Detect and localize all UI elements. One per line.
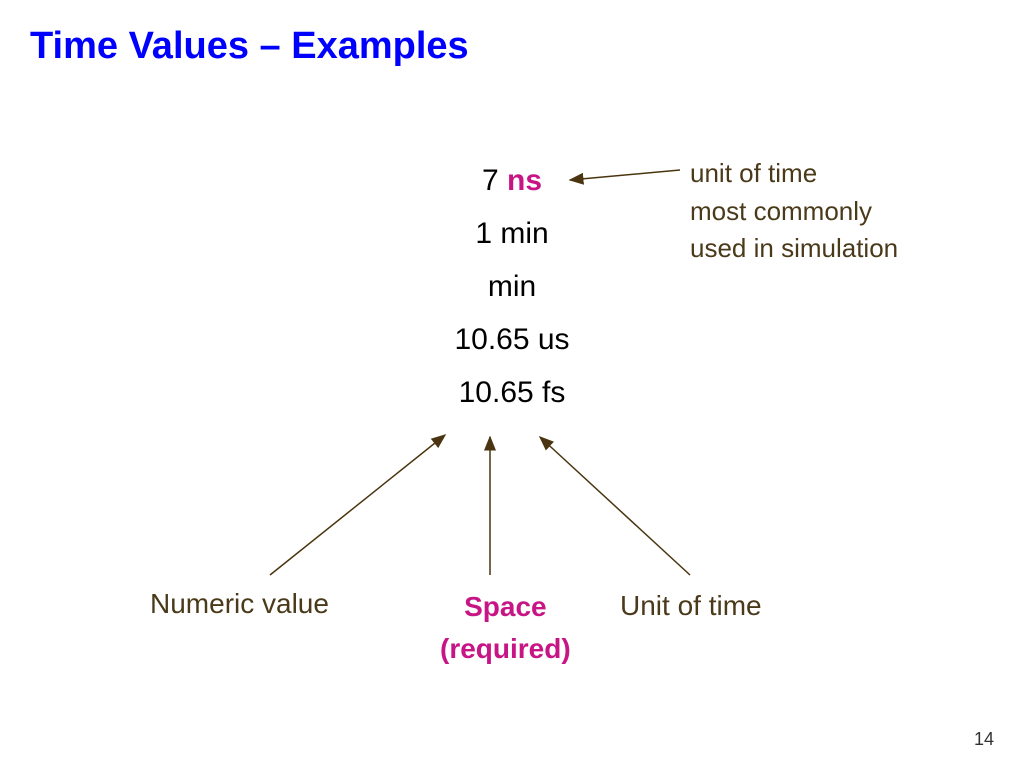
annotation-line: unit of time <box>690 155 898 193</box>
example-row: 10.65 us <box>0 314 1024 365</box>
annotation-line: used in simulation <box>690 230 898 268</box>
example-unit-highlighted: ns <box>507 164 542 197</box>
label-space-line: (required) <box>440 628 571 670</box>
arrow-unit-of-time <box>540 437 690 575</box>
example-row: min <box>0 261 1024 312</box>
page-number: 14 <box>974 729 994 750</box>
label-unit-of-time: Unit of time <box>620 590 762 622</box>
annotation-line: most commonly <box>690 193 898 231</box>
label-numeric-value: Numeric value <box>150 588 329 620</box>
slide-title: Time Values – Examples <box>30 25 469 68</box>
example-row: 10.65 fs <box>0 367 1024 418</box>
label-space-required: Space (required) <box>440 586 571 670</box>
example-value: 7 <box>482 164 507 197</box>
arrow-numeric-value <box>270 435 445 575</box>
annotation-unit-of-time: unit of time most commonly used in simul… <box>690 155 898 268</box>
label-space-line: Space <box>440 586 571 628</box>
